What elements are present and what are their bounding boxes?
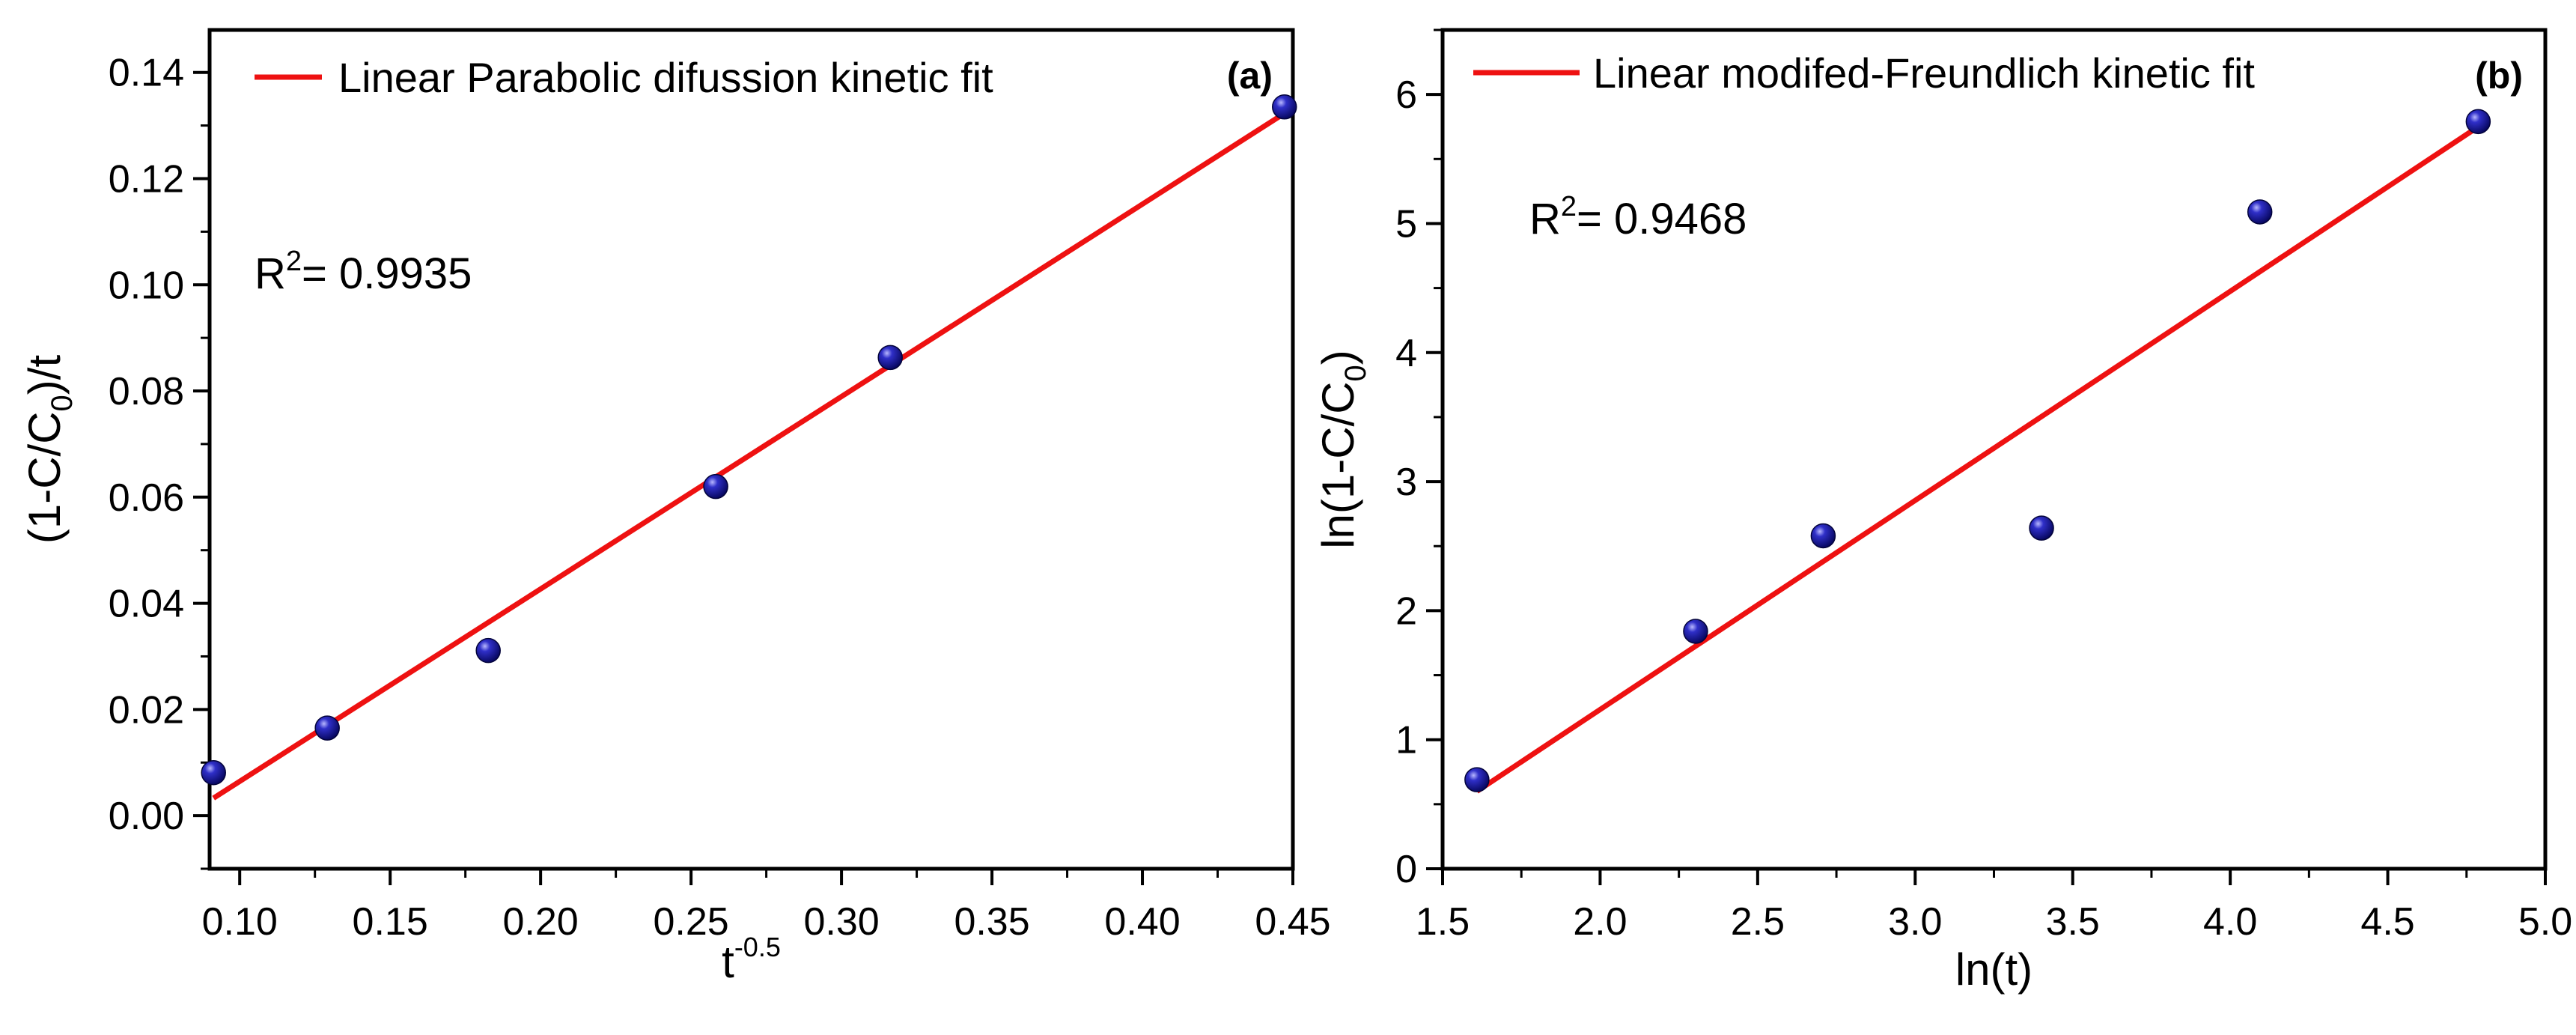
panel-label: (a) — [1227, 55, 1273, 97]
y-tick-label: 0 — [1395, 848, 1417, 891]
x-tick-label: 0.15 — [353, 900, 428, 944]
x-axis-title: ln(t) — [1955, 944, 2033, 995]
data-point — [1683, 619, 1708, 644]
data-point — [703, 473, 728, 500]
x-axis-title-base: ln(t) — [1955, 944, 2033, 995]
x-tick-label: 0.30 — [803, 900, 879, 944]
x-tick-label: 5.0 — [2518, 900, 2572, 944]
x-tick-label: 0.40 — [1104, 900, 1180, 944]
y-tick-label: 6 — [1395, 73, 1417, 117]
y-axis-title-main: ln(1-C/C — [1313, 381, 1363, 548]
y-axis-title-tail: ) — [1313, 350, 1363, 365]
y-tick-label: 0.08 — [109, 370, 184, 413]
y-tick-label: 0.06 — [109, 476, 184, 520]
y-tick-label: 0.02 — [109, 688, 184, 732]
data-point — [201, 759, 226, 786]
x-tick-label: 2.0 — [1573, 900, 1627, 944]
y-axis-title: ln(1-C/C0) — [1313, 350, 1372, 549]
r2-annotation: R2= 0.9935 — [255, 246, 472, 298]
data-point — [475, 637, 501, 664]
r2-letter: R — [255, 249, 286, 298]
data-point — [2029, 515, 2054, 541]
legend-label: Linear Parabolic difussion kinetic fit — [338, 54, 993, 101]
x-tick-label: 0.10 — [202, 900, 278, 944]
x-tick-label: 0.20 — [503, 900, 579, 944]
y-axis-title: (1-C/C0)/t — [19, 355, 79, 544]
fit-line — [1475, 124, 2480, 794]
r2-superscript: 2 — [286, 246, 302, 277]
y-tick-label: 3 — [1395, 461, 1417, 504]
x-axis-title-superscript: -0.5 — [734, 932, 781, 962]
r2-annotation: R2= 0.9468 — [1529, 191, 1747, 243]
y-tick-label: 2 — [1395, 589, 1417, 633]
legend-label: Linear modifed-Freundlich kinetic fit — [1593, 49, 2255, 97]
panel-label: (b) — [2475, 55, 2523, 97]
x-tick-label: 1.5 — [1416, 900, 1470, 944]
chart-panel-a: 0.10 0.15 0.20 0.25 0.30 0.35 0.40 0.45 0.00 0.02… — [19, 28, 1331, 987]
x-tick-label: 4.5 — [2360, 900, 2414, 944]
y-tick-label: 0.14 — [109, 52, 184, 95]
y-tick-label: 0.12 — [109, 157, 184, 201]
data-point — [1464, 767, 1490, 792]
data-point — [314, 715, 340, 741]
data-point — [1271, 94, 1297, 120]
y-axis-title-main: (1-C/C — [19, 411, 70, 544]
data-point — [1810, 523, 1836, 549]
data-point — [877, 345, 903, 371]
r2-value: = 0.9468 — [1577, 195, 1747, 243]
chart-panel-b: 1.5 2.0 2.5 3.0 3.5 4.0 4.5 5.0 0 1 2 3 4 5 6 Linear mo… — [1313, 28, 2572, 995]
x-axis-title-base: t — [722, 937, 734, 987]
x-axis-title: t-0.5 — [722, 932, 781, 987]
y-tick-label: 1 — [1395, 719, 1417, 762]
plot-frame — [207, 28, 1295, 871]
x-tick-label: 0.25 — [654, 900, 729, 944]
x-tick-label: 0.35 — [954, 900, 1029, 944]
x-tick-label: 4.0 — [2203, 900, 2257, 944]
y-tick-label: 0.10 — [109, 264, 184, 307]
y-axis-title-subscript: 0 — [46, 395, 79, 411]
y-tick-label: 0.00 — [109, 795, 184, 838]
data-point — [2247, 199, 2273, 225]
y-tick-label: 4 — [1395, 332, 1417, 375]
y-axis-title-tail: )/t — [19, 355, 70, 395]
x-tick-label: 3.5 — [2046, 900, 2100, 944]
x-tick-label: 0.45 — [1255, 900, 1330, 944]
y-axis-title-subscript: 0 — [1339, 365, 1372, 381]
x-tick-label: 2.5 — [1731, 900, 1785, 944]
r2-superscript: 2 — [1561, 191, 1577, 222]
y-tick-label: 0.04 — [109, 583, 184, 626]
r2-letter: R — [1529, 195, 1561, 243]
y-tick-label: 5 — [1395, 202, 1417, 246]
fit-line — [212, 111, 1286, 801]
x-tick-label: 3.0 — [1888, 900, 1942, 944]
data-point — [2465, 109, 2491, 135]
r2-value: = 0.9935 — [302, 249, 472, 298]
